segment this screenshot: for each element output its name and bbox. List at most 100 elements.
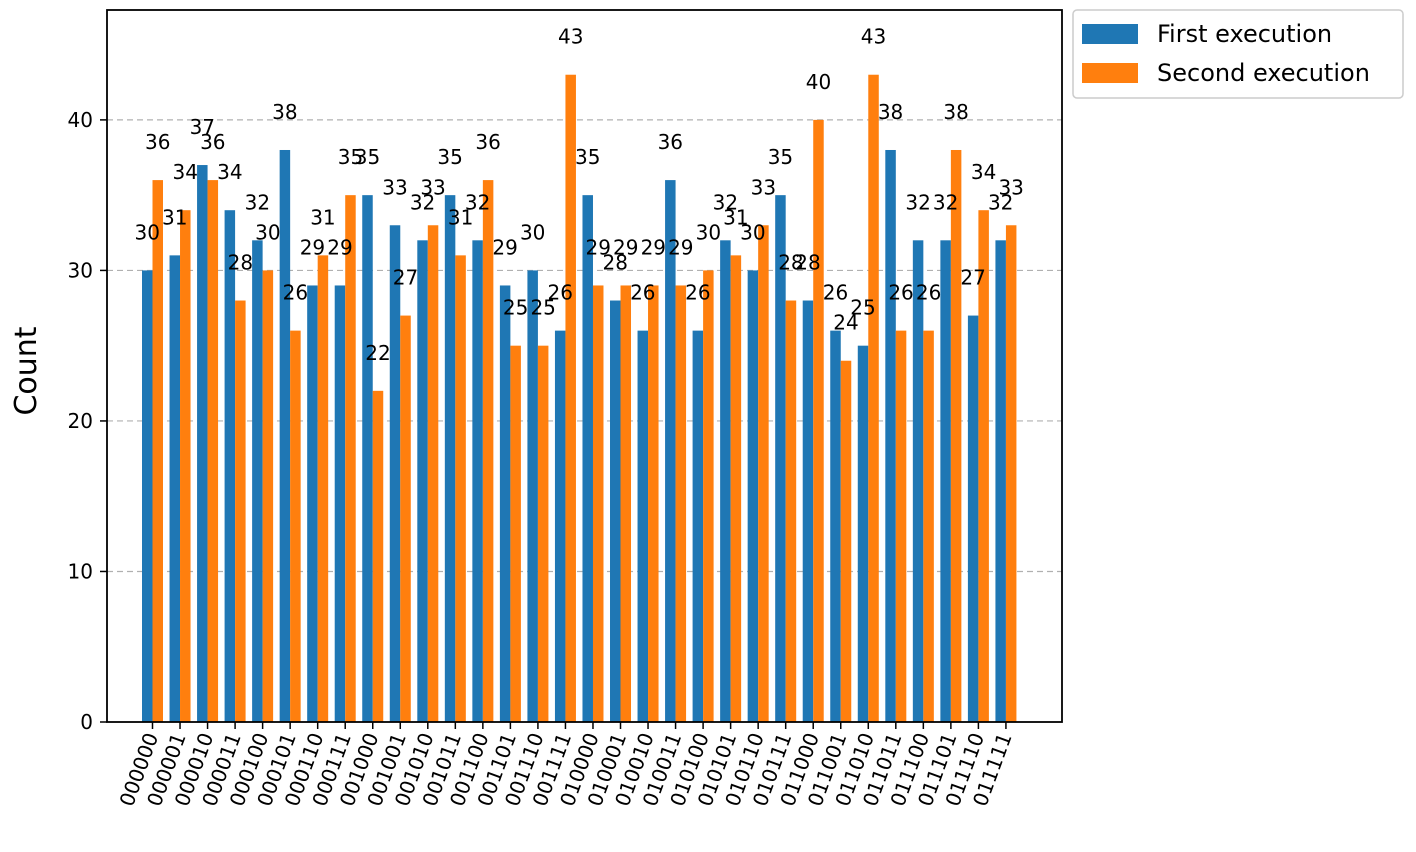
y-tick-label: 40 (68, 108, 93, 132)
value-label: 28 (603, 251, 628, 275)
value-label: 31 (162, 205, 187, 229)
y-axis-title: Count (9, 326, 44, 415)
value-label: 36 (475, 130, 500, 154)
bar-second-execution (537, 345, 549, 722)
bar-first-execution (802, 300, 814, 722)
bar-second-execution (235, 300, 246, 722)
bar-second-execution (152, 180, 163, 723)
value-label: 32 (465, 190, 490, 214)
bar-first-execution (554, 330, 566, 722)
value-label: 25 (530, 296, 555, 320)
bar-first-execution (637, 330, 649, 722)
bar-second-execution (675, 285, 687, 722)
bar-first-execution (252, 240, 263, 723)
value-label: 43 (861, 25, 886, 49)
bar-second-execution (1005, 225, 1017, 723)
value-label: 35 (437, 145, 462, 169)
bar-second-execution (455, 255, 466, 723)
bar-first-execution (499, 285, 511, 722)
bar-second-execution (427, 225, 439, 723)
bar-second-execution (895, 330, 907, 722)
bar-second-execution (978, 210, 989, 723)
bar-first-execution (912, 240, 924, 723)
bar-first-execution (224, 210, 236, 723)
bar-second-execution (813, 119, 824, 722)
value-label: 22 (365, 341, 390, 365)
bar-first-execution (692, 330, 704, 722)
bar-first-execution (830, 330, 841, 722)
value-label: 33 (751, 175, 776, 199)
bar-second-execution (868, 74, 879, 722)
value-label: 30 (520, 220, 545, 244)
legend: First execution Second execution (1072, 9, 1404, 99)
value-label: 29 (492, 235, 517, 259)
y-tick-label: 20 (68, 409, 93, 433)
bar-first-execution (610, 300, 621, 722)
bar-second-execution (703, 270, 714, 722)
value-label: 40 (806, 70, 831, 94)
value-label: 32 (713, 190, 738, 214)
y-tick-label: 10 (68, 559, 93, 583)
value-label: 38 (878, 100, 903, 124)
value-label: 24 (833, 311, 858, 335)
y-tick-label: 30 (68, 258, 93, 282)
value-label: 26 (888, 281, 913, 305)
value-label: 37 (190, 115, 215, 139)
y-tick-label: 0 (80, 710, 93, 734)
value-label: 28 (778, 251, 803, 275)
value-label: 26 (916, 281, 941, 305)
value-label: 35 (768, 145, 793, 169)
bar-first-execution (775, 195, 786, 723)
value-label: 32 (245, 190, 270, 214)
value-label: 28 (795, 251, 820, 275)
value-label: 32 (988, 190, 1013, 214)
bar-first-execution (444, 195, 456, 723)
value-label: 33 (998, 175, 1023, 199)
value-label: 34 (217, 160, 242, 184)
bar-second-execution (482, 180, 494, 723)
bar-first-execution (389, 225, 401, 723)
value-label: 30 (696, 220, 721, 244)
bar-first-execution (362, 195, 373, 723)
legend-label-first-execution: First execution (1157, 20, 1332, 48)
bar-second-execution (840, 360, 852, 722)
bar-first-execution (334, 285, 346, 722)
axes: 0102030400000000000010000100000110001000… (68, 9, 1063, 809)
bar-first-execution (472, 240, 483, 723)
bar-second-execution (345, 195, 356, 723)
bar-first-execution (857, 345, 869, 722)
value-label: 33 (420, 175, 445, 199)
bar-first-execution (995, 240, 1006, 723)
value-label: 31 (448, 205, 473, 229)
value-label: 36 (658, 130, 683, 154)
value-label: 36 (200, 130, 225, 154)
bar-second-execution (290, 330, 301, 722)
bar-second-execution (923, 330, 934, 722)
bar-second-execution (372, 390, 384, 722)
bar-first-execution (307, 285, 318, 722)
bar-first-execution (527, 270, 538, 722)
bar-second-execution (207, 180, 219, 723)
value-label: 30 (255, 220, 280, 244)
bar-first-execution (720, 240, 731, 723)
value-label: 28 (228, 251, 253, 275)
bar-first-execution (582, 195, 593, 723)
value-label: 27 (960, 266, 985, 290)
bar-second-execution (317, 255, 329, 723)
value-label: 29 (327, 235, 352, 259)
value-label: 29 (586, 235, 611, 259)
value-label: 36 (145, 130, 170, 154)
bar-first-execution (747, 270, 759, 722)
bar-second-execution (730, 255, 742, 723)
value-label: 26 (547, 281, 572, 305)
bar-first-execution (169, 255, 181, 723)
value-label: 25 (503, 296, 528, 320)
bar-second-execution (565, 74, 576, 722)
bar-second-execution (648, 285, 659, 722)
value-label: 27 (393, 266, 418, 290)
bar-first-execution (967, 315, 979, 722)
value-label: 29 (300, 235, 325, 259)
value-label: 31 (310, 205, 335, 229)
value-label: 35 (575, 145, 600, 169)
